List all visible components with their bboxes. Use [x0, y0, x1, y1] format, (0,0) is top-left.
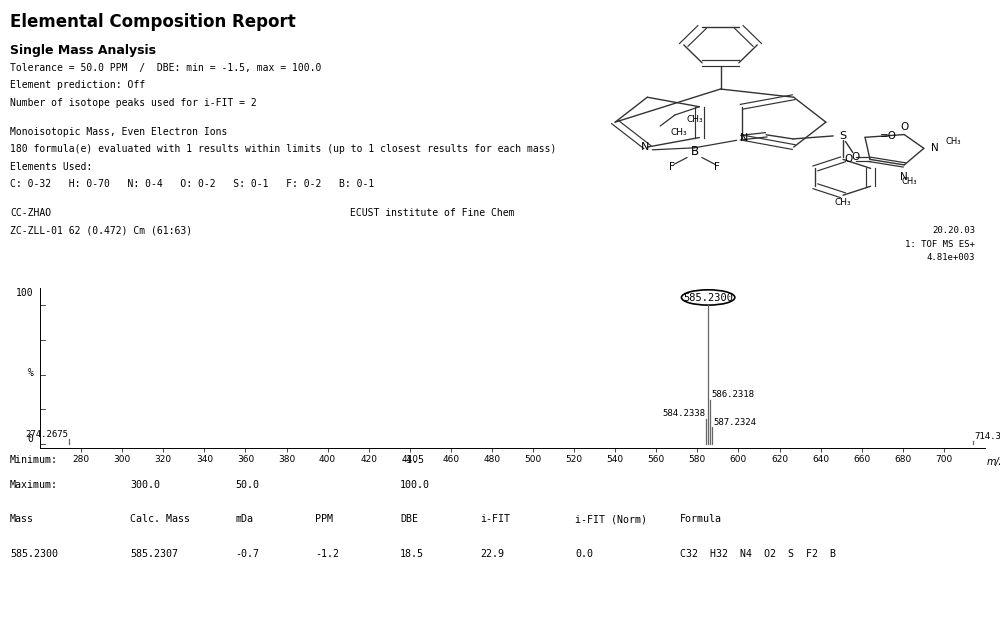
Text: N: N	[900, 172, 908, 182]
Text: B: B	[690, 145, 699, 159]
Text: 22.9: 22.9	[480, 549, 504, 559]
Text: C32  H32  N4  O2  S  F2  B: C32 H32 N4 O2 S F2 B	[680, 549, 836, 559]
Text: Formula: Formula	[680, 514, 722, 524]
Text: ZC-ZLL-01 62 (0.472) Cm (61:63): ZC-ZLL-01 62 (0.472) Cm (61:63)	[10, 226, 192, 236]
Text: 585.2307: 585.2307	[130, 549, 178, 559]
Text: 0: 0	[28, 435, 33, 445]
Text: 18.5: 18.5	[400, 549, 424, 559]
Text: 50.0: 50.0	[235, 480, 259, 490]
Text: CH₃: CH₃	[670, 127, 687, 137]
Text: i-FIT: i-FIT	[480, 514, 510, 524]
Text: C: 0-32   H: 0-70   N: 0-4   O: 0-2   S: 0-1   F: 0-2   B: 0-1: C: 0-32 H: 0-70 N: 0-4 O: 0-2 S: 0-1 F: …	[10, 179, 374, 189]
Text: CH₃: CH₃	[686, 115, 703, 124]
Text: 0.0: 0.0	[575, 549, 593, 559]
Text: 586.2318: 586.2318	[711, 390, 754, 399]
Text: Monoisotopic Mass, Even Electron Ions: Monoisotopic Mass, Even Electron Ions	[10, 127, 227, 137]
Text: 585.2300: 585.2300	[10, 549, 58, 559]
Text: Maximum:: Maximum:	[10, 480, 58, 490]
Text: -1.2: -1.2	[315, 549, 339, 559]
Text: =O: =O	[880, 131, 897, 141]
Text: mDa: mDa	[235, 514, 253, 524]
Text: Single Mass Analysis: Single Mass Analysis	[10, 44, 156, 57]
Text: Minimum:: Minimum:	[10, 455, 58, 465]
Text: S: S	[839, 131, 847, 141]
Text: N: N	[641, 142, 649, 152]
Text: -1.5: -1.5	[400, 455, 424, 465]
Text: CH₃: CH₃	[901, 177, 917, 186]
Text: PPM: PPM	[315, 514, 333, 524]
Text: i-FIT (Norm): i-FIT (Norm)	[575, 514, 647, 524]
Text: 1: TOF MS ES+: 1: TOF MS ES+	[905, 240, 975, 248]
Text: ECUST institute of Fine Chem: ECUST institute of Fine Chem	[350, 208, 514, 218]
Text: Elements Used:: Elements Used:	[10, 162, 92, 172]
Text: DBE: DBE	[400, 514, 418, 524]
Text: 20.20.03: 20.20.03	[932, 226, 975, 234]
Text: O: O	[845, 154, 853, 164]
Text: -0.7: -0.7	[235, 549, 259, 559]
Text: m/z: m/z	[987, 457, 1000, 467]
Text: N: N	[931, 144, 939, 154]
Text: F: F	[669, 162, 675, 172]
Text: N: N	[740, 132, 748, 142]
Text: 100: 100	[16, 288, 33, 298]
Text: Elemental Composition Report: Elemental Composition Report	[10, 13, 296, 31]
Text: 274.2675: 274.2675	[25, 429, 68, 438]
Text: CC-ZHAO: CC-ZHAO	[10, 208, 51, 218]
Text: F: F	[714, 162, 719, 172]
Text: Number of isotope peaks used for i-FIT = 2: Number of isotope peaks used for i-FIT =…	[10, 98, 257, 108]
Text: 4.81e+003: 4.81e+003	[927, 253, 975, 262]
Text: 180 formula(e) evaluated with 1 results within limits (up to 1 closest results f: 180 formula(e) evaluated with 1 results …	[10, 144, 556, 154]
Text: 587.2324: 587.2324	[713, 418, 756, 427]
Text: 100.0: 100.0	[400, 480, 430, 490]
Text: Tolerance = 50.0 PPM  /  DBE: min = -1.5, max = 100.0: Tolerance = 50.0 PPM / DBE: min = -1.5, …	[10, 63, 321, 73]
Text: 584.2338: 584.2338	[662, 409, 705, 418]
Text: 585.2300: 585.2300	[683, 293, 733, 303]
Text: CH₃: CH₃	[946, 137, 961, 146]
Text: Calc. Mass: Calc. Mass	[130, 514, 190, 524]
Text: 300.0: 300.0	[130, 480, 160, 490]
Text: %: %	[28, 368, 33, 378]
Text: O: O	[900, 122, 908, 132]
Text: Mass: Mass	[10, 514, 34, 524]
Text: 714.3738: 714.3738	[974, 431, 1000, 441]
Text: Element prediction: Off: Element prediction: Off	[10, 80, 145, 90]
Text: O: O	[851, 152, 859, 162]
Text: CH₃: CH₃	[835, 198, 851, 207]
